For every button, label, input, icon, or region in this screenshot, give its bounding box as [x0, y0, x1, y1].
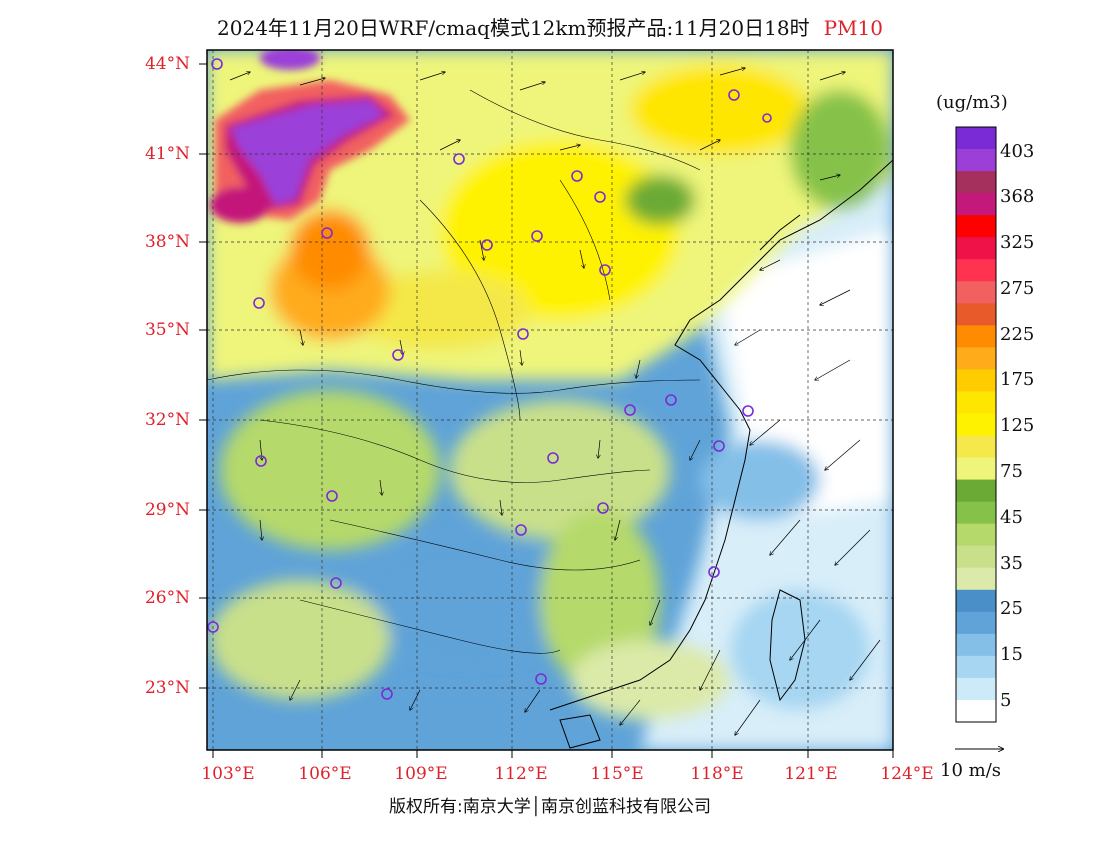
colorbar-swatch	[956, 171, 996, 194]
boundaries	[207, 89, 893, 749]
colorbar-label: 225	[1000, 324, 1035, 345]
copyright: 版权所有:南京大学│南京创蓝科技有限公司	[389, 797, 711, 817]
colorbar-label: 325	[1000, 232, 1035, 253]
colorbar-label: 35	[1000, 553, 1023, 574]
colorbar-units: (ug/m3)	[936, 92, 1008, 113]
colorbar-swatch	[956, 281, 996, 304]
lat-label: 38°N	[144, 232, 190, 252]
lat-label: 23°N	[144, 678, 190, 698]
lat-label: 41°N	[144, 144, 190, 164]
map-title: 2024年11月20日WRF/cmaq模式12km预报产品:11月20日18时 P…	[0, 12, 1100, 41]
colorbar-swatch	[956, 391, 996, 414]
colorbar-swatch	[956, 435, 996, 459]
lon-label: 109°E	[394, 764, 448, 784]
lon-label: 118°E	[690, 764, 744, 784]
colorbar-label: 368	[1000, 186, 1035, 207]
colorbar-swatch	[956, 479, 996, 503]
colorbar-swatch	[956, 699, 996, 723]
lon-label: 112°E	[494, 764, 548, 784]
lat-label: 44°N	[144, 54, 190, 74]
axis-ticks	[199, 63, 894, 758]
colorbar-swatch	[956, 369, 996, 392]
colorbar-swatch	[956, 589, 996, 613]
colorbar-swatch	[956, 193, 996, 216]
colorbar-swatch	[956, 413, 996, 437]
title-main: 2024年11月20日WRF/cmaq模式12km预报产品:11月20日18时	[217, 16, 810, 40]
colorbar-label: 75	[1000, 461, 1023, 482]
colorbar-swatch	[956, 259, 996, 282]
colorbar-label: 275	[1000, 278, 1035, 299]
colorbar-swatch	[956, 127, 996, 150]
lon-label: 115°E	[590, 764, 644, 784]
lat-label: 32°N	[144, 410, 190, 430]
colorbar-label: 125	[1000, 415, 1035, 436]
colorbar-label: 175	[1000, 369, 1035, 390]
colorbar-swatch	[956, 325, 996, 348]
colorbar-label: 403	[1000, 141, 1035, 162]
colorbar-swatch	[956, 457, 996, 481]
colorbar	[956, 127, 996, 723]
lon-label: 103°E	[201, 764, 255, 784]
colorbar-swatch	[956, 347, 996, 370]
wind-reference-label: 10 m/s	[940, 760, 1001, 781]
lon-label: 106°E	[298, 764, 352, 784]
lat-label: 29°N	[144, 500, 190, 520]
colorbar-label: 45	[1000, 507, 1023, 528]
colorbar-frame	[955, 126, 997, 723]
colorbar-swatch	[956, 501, 996, 525]
lon-label: 124°E	[880, 764, 934, 784]
colorbar-swatch	[956, 523, 996, 547]
title-pollutant: PM10	[823, 16, 883, 40]
colorbar-swatch	[956, 567, 996, 591]
colorbar-label: 15	[1000, 644, 1023, 665]
wind-vectors	[229, 68, 881, 735]
colorbar-label: 25	[1000, 598, 1023, 619]
colorbar-label: 5	[1000, 690, 1012, 711]
colorbar-swatch	[956, 149, 996, 172]
colorbar-swatch	[956, 633, 996, 657]
colorbar-swatch	[956, 545, 996, 569]
colorbar-swatch	[956, 611, 996, 635]
city-markers	[207, 58, 772, 700]
lat-label: 35°N	[144, 320, 190, 340]
colorbar-swatch	[956, 303, 996, 326]
colorbar-swatch	[956, 215, 996, 238]
lat-label: 26°N	[144, 588, 190, 608]
colorbar-swatch	[956, 237, 996, 260]
colorbar-swatch	[956, 677, 996, 701]
pm10-field	[207, 50, 893, 750]
graticule	[207, 50, 893, 750]
map-frame	[206, 49, 894, 751]
colorbar-swatch	[956, 655, 996, 679]
lon-label: 121°E	[784, 764, 838, 784]
